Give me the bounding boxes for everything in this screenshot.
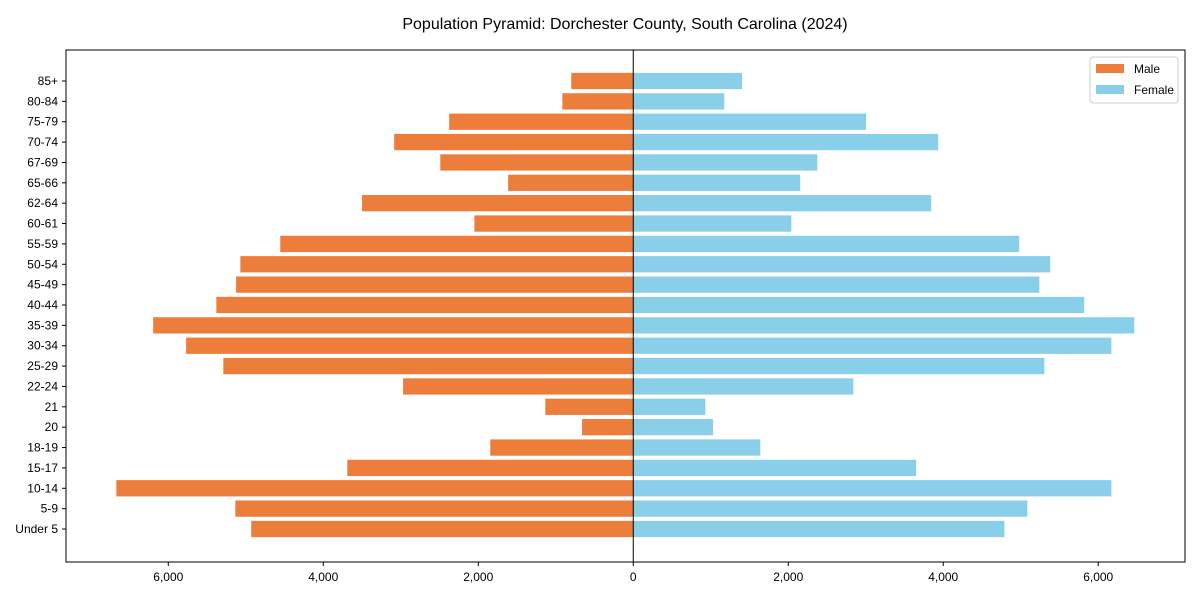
y-axis: Under 5 5-9 10-14 15-17 18-19 20 21 22-24 25-29 3… xyxy=(15,74,66,536)
bar-male-5-9 xyxy=(235,500,634,517)
bar-female-30-34 xyxy=(633,337,1112,354)
bar-male-18-19 xyxy=(490,439,634,456)
y-tick-label: 30-34 xyxy=(27,339,58,353)
bar-female-15-17 xyxy=(633,459,917,477)
bar-female-45-49 xyxy=(633,276,1040,293)
bar-male-25-29 xyxy=(223,357,634,375)
plot-frame xyxy=(65,49,1186,563)
y-tick-label: 80-84 xyxy=(27,94,58,108)
y-tick-label: 45-49 xyxy=(27,278,58,292)
bar-female-40-44 xyxy=(633,296,1085,314)
y-tick-label: 25-29 xyxy=(27,359,58,373)
bar-female-80-84 xyxy=(633,93,725,110)
bars-group xyxy=(116,72,1135,538)
x-axis: 6,000 4,000 2,000 0 2,000 4,000 6,000 xyxy=(153,562,1114,584)
bar-female-62-64 xyxy=(633,195,932,212)
x-tick-label: 6,000 xyxy=(153,570,183,584)
chart-title: Population Pyramid: Dorchester County, S… xyxy=(402,16,847,33)
bar-female-70-74 xyxy=(633,133,939,151)
x-tick-label: 0 xyxy=(630,570,637,584)
bar-female-25-29 xyxy=(633,357,1045,375)
bar-male-67-69 xyxy=(440,154,634,171)
bar-female-65-66 xyxy=(633,174,801,191)
bar-female-67-69 xyxy=(633,154,818,171)
bar-male-85- xyxy=(571,72,634,90)
bar-male-40-44 xyxy=(216,296,634,314)
bar-male-75-79 xyxy=(449,113,634,130)
bar-male-15-17 xyxy=(347,459,634,477)
y-tick-label: 55-59 xyxy=(27,237,58,251)
y-tick-label: 75-79 xyxy=(27,115,58,129)
bar-female-60-61 xyxy=(633,215,792,232)
y-tick-label: 40-44 xyxy=(27,298,58,312)
bar-female-10-14 xyxy=(633,480,1112,497)
legend-swatch-male xyxy=(1096,64,1124,73)
bar-male-20 xyxy=(582,419,634,436)
bar-male-70-74 xyxy=(394,133,634,151)
bar-female-20 xyxy=(633,419,714,436)
y-tick-label: 22-24 xyxy=(27,379,58,393)
bar-male-under-5 xyxy=(251,520,634,538)
bar-male-22-24 xyxy=(403,378,634,395)
x-tick-label: 4,000 xyxy=(928,570,958,584)
bar-female-85- xyxy=(633,72,743,90)
x-tick-label: 6,000 xyxy=(1083,570,1113,584)
bar-male-30-34 xyxy=(186,337,634,354)
y-tick-label: 15-17 xyxy=(27,461,58,475)
x-tick-label: 2,000 xyxy=(463,570,493,584)
bar-male-50-54 xyxy=(240,256,634,273)
x-tick-label: 4,000 xyxy=(308,570,338,584)
legend-label-female: Female xyxy=(1134,83,1174,97)
bar-male-35-39 xyxy=(153,317,634,334)
bar-male-80-84 xyxy=(562,93,634,110)
legend: Male Female xyxy=(1089,56,1179,104)
legend-swatch-female xyxy=(1096,85,1124,94)
y-tick-label: Under 5 xyxy=(15,522,58,536)
y-tick-label: 85+ xyxy=(38,74,58,88)
y-tick-label: 35-39 xyxy=(27,318,58,332)
y-tick-label: 5-9 xyxy=(41,502,59,516)
bar-female-55-59 xyxy=(633,235,1020,253)
y-tick-label: 67-69 xyxy=(27,155,58,169)
bar-male-55-59 xyxy=(280,235,634,253)
y-tick-label: 10-14 xyxy=(27,481,58,495)
y-tick-label: 21 xyxy=(45,400,59,414)
y-tick-label: 20 xyxy=(45,420,59,434)
y-tick-label: 70-74 xyxy=(27,135,58,149)
bar-male-60-61 xyxy=(474,215,634,232)
x-tick-label: 2,000 xyxy=(773,570,803,584)
bar-female-50-54 xyxy=(633,256,1051,273)
bar-female-5-9 xyxy=(633,500,1028,517)
y-tick-label: 65-66 xyxy=(27,176,58,190)
bar-female-18-19 xyxy=(633,439,761,456)
y-tick-label: 60-61 xyxy=(27,217,58,231)
bar-male-21 xyxy=(545,398,634,415)
bar-female-75-79 xyxy=(633,113,867,130)
bar-male-65-66 xyxy=(508,174,634,191)
bar-female-35-39 xyxy=(633,317,1135,334)
y-tick-label: 18-19 xyxy=(27,441,58,455)
bar-male-10-14 xyxy=(116,480,634,497)
y-tick-label: 62-64 xyxy=(27,196,58,210)
bar-female-21 xyxy=(633,398,706,415)
bar-male-62-64 xyxy=(362,195,634,212)
bar-female-under-5 xyxy=(633,520,1005,538)
y-tick-label: 50-54 xyxy=(27,257,58,271)
bar-female-22-24 xyxy=(633,378,854,395)
bar-male-45-49 xyxy=(236,276,634,293)
legend-label-male: Male xyxy=(1134,62,1160,76)
